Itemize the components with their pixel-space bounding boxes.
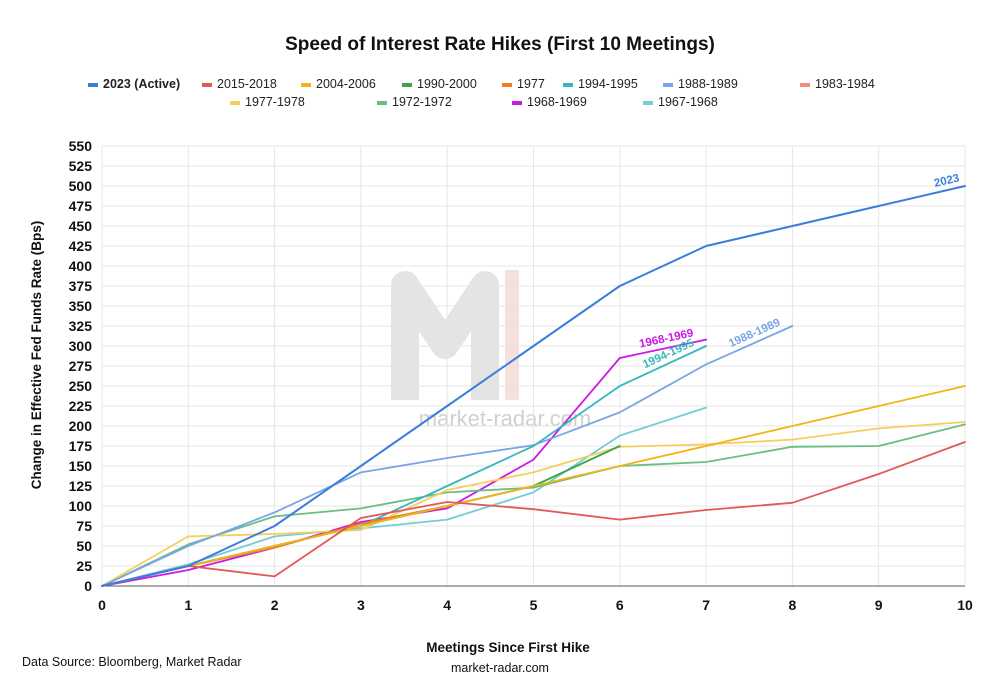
grid-lines bbox=[101, 145, 966, 587]
legend-swatch bbox=[377, 101, 387, 105]
chart-title: Speed of Interest Rate Hikes (First 10 M… bbox=[285, 34, 715, 55]
x-tick-label: 3 bbox=[357, 597, 365, 613]
y-tick-label: 425 bbox=[69, 238, 93, 254]
footer-site: market-radar.com bbox=[451, 661, 549, 675]
data-source-note: Data Source: Bloomberg, Market Radar bbox=[22, 655, 242, 669]
series-line-2023-active- bbox=[101, 185, 966, 587]
x-axis-title: Meetings Since First Hike bbox=[426, 640, 590, 655]
x-tick-label: 0 bbox=[98, 597, 106, 613]
y-tick-label: 0 bbox=[84, 578, 92, 594]
legend-swatch bbox=[402, 83, 412, 87]
legend-label: 1990-2000 bbox=[417, 77, 477, 91]
legend-label: 2023 (Active) bbox=[103, 77, 180, 91]
x-tick-label: 10 bbox=[957, 597, 973, 613]
series-lines bbox=[101, 185, 966, 587]
legend-swatch bbox=[643, 101, 653, 105]
watermark: market-radar.com bbox=[391, 270, 591, 431]
x-tick-label: 6 bbox=[616, 597, 624, 613]
legend-label: 1977 bbox=[517, 77, 545, 91]
legend-swatch bbox=[563, 83, 573, 87]
x-tick-label: 4 bbox=[443, 597, 451, 613]
watermark-logo bbox=[391, 271, 499, 400]
watermark-logo-bar bbox=[505, 270, 519, 400]
x-tick-label: 8 bbox=[789, 597, 797, 613]
series-line-1967-1968 bbox=[101, 406, 707, 587]
axes: 0255075100125150175200225250275300325350… bbox=[69, 138, 973, 613]
legend-swatch bbox=[512, 101, 522, 105]
y-tick-label: 350 bbox=[69, 298, 93, 314]
y-tick-label: 50 bbox=[76, 538, 92, 554]
series-line-2015-2018 bbox=[101, 441, 966, 587]
x-tick-label: 7 bbox=[702, 597, 710, 613]
legend-label: 2015-2018 bbox=[217, 77, 277, 91]
y-tick-label: 475 bbox=[69, 198, 93, 214]
series-label: 2023 bbox=[933, 172, 961, 189]
y-tick-label: 100 bbox=[69, 498, 93, 514]
legend-label: 1977-1978 bbox=[245, 95, 305, 109]
y-tick-label: 375 bbox=[69, 278, 93, 294]
x-tick-label: 9 bbox=[875, 597, 883, 613]
y-tick-label: 450 bbox=[69, 218, 93, 234]
legend-label: 1968-1969 bbox=[527, 95, 587, 109]
legend-swatch bbox=[502, 83, 512, 87]
legend-label: 1972-1972 bbox=[392, 95, 452, 109]
y-tick-label: 75 bbox=[76, 518, 92, 534]
y-tick-label: 125 bbox=[69, 478, 93, 494]
y-tick-label: 200 bbox=[69, 418, 93, 434]
y-tick-label: 225 bbox=[69, 398, 93, 414]
y-tick-label: 275 bbox=[69, 358, 93, 374]
y-tick-label: 325 bbox=[69, 318, 93, 334]
y-tick-label: 300 bbox=[69, 338, 93, 354]
legend-swatch bbox=[663, 83, 673, 87]
legend-swatch bbox=[230, 101, 240, 105]
legend-label: 1988-1989 bbox=[678, 77, 738, 91]
y-tick-label: 175 bbox=[69, 438, 93, 454]
y-tick-label: 400 bbox=[69, 258, 93, 274]
x-tick-label: 5 bbox=[530, 597, 538, 613]
legend-swatch bbox=[800, 83, 810, 87]
series-line-1988-1989 bbox=[101, 325, 794, 587]
y-tick-label: 500 bbox=[69, 178, 93, 194]
legend-swatch bbox=[202, 83, 212, 87]
y-axis-title: Change in Effective Fed Funds Rate (Bps) bbox=[29, 221, 44, 490]
series-line-1972-1972 bbox=[101, 423, 966, 587]
legend-label: 1994-1995 bbox=[578, 77, 638, 91]
y-tick-label: 550 bbox=[69, 138, 93, 154]
watermark-text: market-radar.com bbox=[419, 406, 591, 431]
y-tick-label: 525 bbox=[69, 158, 93, 174]
x-tick-label: 2 bbox=[271, 597, 279, 613]
legend-label: 1983-1984 bbox=[815, 77, 875, 91]
legend-label: 1967-1968 bbox=[658, 95, 718, 109]
legend: 2023 (Active) 2015-2018 2004-2006 1990-2000… bbox=[88, 77, 875, 109]
legend-label: 2004-2006 bbox=[316, 77, 376, 91]
series-line-1977-1978 bbox=[101, 421, 966, 587]
legend-swatch bbox=[301, 83, 311, 87]
series-line-2004-2006 bbox=[101, 385, 966, 587]
y-tick-label: 150 bbox=[69, 458, 93, 474]
x-tick-label: 1 bbox=[184, 597, 192, 613]
legend-swatch bbox=[88, 83, 98, 87]
y-tick-label: 25 bbox=[76, 558, 92, 574]
y-tick-label: 250 bbox=[69, 378, 93, 394]
